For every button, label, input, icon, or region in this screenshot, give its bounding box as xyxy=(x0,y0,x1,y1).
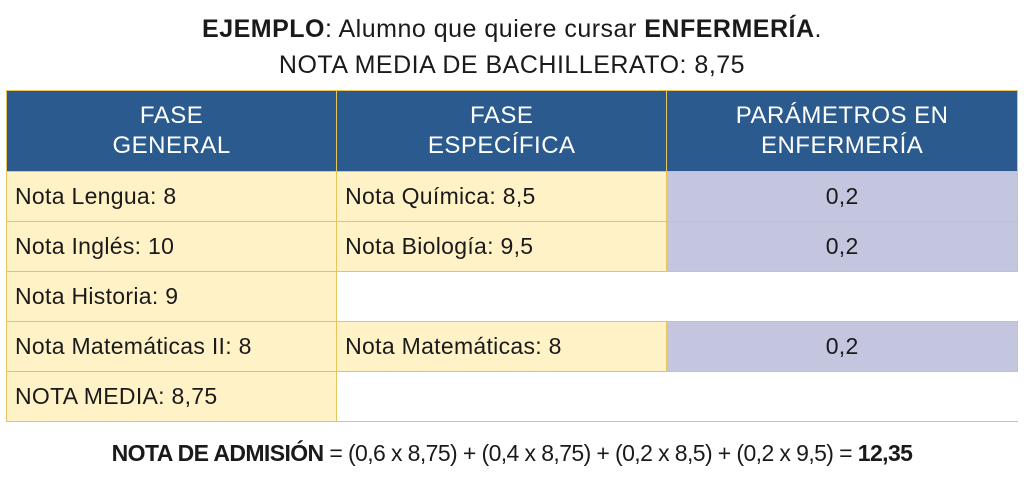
average-grade-line: NOTA MEDIA DE BACHILLERATO: 8,75 xyxy=(278,51,746,79)
header-fase-general-line1: FASE xyxy=(139,102,204,129)
admission-label: NOTA DE ADMISIÓN xyxy=(111,440,324,466)
example-label: EJEMPLO xyxy=(202,15,325,43)
cell-general: Nota Inglés: 10 xyxy=(5,221,338,272)
cell-general: Nota Historia: 9 xyxy=(5,271,338,322)
admission-formula: NOTA DE ADMISIÓN = (0,6 x 8,75) + (0,4 x… xyxy=(0,440,1024,467)
title-period: . xyxy=(814,15,822,43)
header-fase-especifica-line1: FASE xyxy=(470,102,534,129)
header-fase-general-line2: GENERAL xyxy=(112,132,231,159)
table-row: Nota Historia: 9 xyxy=(5,271,1018,322)
admission-expression: = (0,6 x 8,75) + (0,4 x 8,75) + (0,2 x 8… xyxy=(323,440,858,466)
cell-especifica-empty xyxy=(336,271,668,322)
header-parametros-line2: ENFERMERÍA xyxy=(760,132,924,159)
cell-especifica: Nota Matemáticas: 8 xyxy=(336,321,668,372)
cell-especifica: Nota Química: 8,5 xyxy=(336,171,668,222)
table-row: NOTA MEDIA: 8,75 xyxy=(5,371,1018,422)
table-row: Nota Matemáticas II: 8 Nota Matemáticas:… xyxy=(5,321,1018,372)
table-header-row: FASE GENERAL FASE ESPECÍFICA PARÁMETROS EN… xyxy=(5,90,1018,172)
admission-result: 12,35 xyxy=(857,440,913,466)
cell-general: Nota Matemáticas II: 8 xyxy=(5,321,338,372)
cell-parametro: 0,2 xyxy=(666,171,1018,222)
table-row: Nota Inglés: 10 Nota Biología: 9,5 0,2 xyxy=(5,221,1018,272)
header-parametros-line1: PARÁMETROS EN xyxy=(735,102,949,129)
cell-parametro-empty xyxy=(666,371,1018,422)
cell-parametro: 0,2 xyxy=(666,321,1018,372)
cell-parametro: 0,2 xyxy=(666,221,1018,272)
header-parametros: PARÁMETROS EN ENFERMERÍA xyxy=(666,90,1018,172)
header-fase-especifica: FASE ESPECÍFICA xyxy=(336,90,668,172)
cell-parametro-empty xyxy=(666,271,1018,322)
cell-general: Nota Lengua: 8 xyxy=(5,171,338,222)
header-fase-especifica-line2: ESPECÍFICA xyxy=(427,132,576,159)
example-text: : Alumno que quiere cursar xyxy=(325,15,645,43)
cell-nota-media: NOTA MEDIA: 8,75 xyxy=(5,371,338,422)
table-row: Nota Lengua: 8 Nota Química: 8,5 0,2 xyxy=(5,171,1018,222)
header-fase-general: FASE GENERAL xyxy=(5,90,338,172)
cell-especifica-empty xyxy=(336,371,668,422)
cell-especifica: Nota Biología: 9,5 xyxy=(336,221,668,272)
grades-table: FASE GENERAL FASE ESPECÍFICA PARÁMETROS EN… xyxy=(5,90,1018,422)
career-name: ENFERMERÍA xyxy=(644,15,815,43)
example-title: EJEMPLO: Alumno que quiere cursar ENFERM… xyxy=(0,14,1024,44)
